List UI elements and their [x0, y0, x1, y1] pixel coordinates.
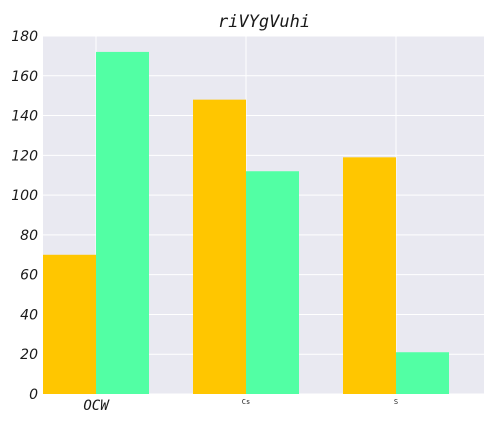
- y-tick-label: 120: [11, 148, 38, 164]
- bar-s-series-1: [343, 157, 396, 394]
- y-tick-label: 180: [11, 29, 38, 45]
- x-axis-ticks: OCW Cs S: [83, 398, 398, 414]
- x-tick-label-s: S: [394, 398, 398, 406]
- y-tick-label: 140: [11, 109, 38, 125]
- y-tick-label: 60: [20, 268, 38, 284]
- bar-cs-series-1: [193, 99, 246, 395]
- y-tick-label: 0: [29, 387, 38, 403]
- bar-s-series-2: [396, 352, 449, 394]
- bar-ocw-series-2: [96, 51, 149, 395]
- y-axis-ticks: 0 20 40 60 80 100 120 140 160 180: [11, 29, 38, 403]
- x-tick-label-cs: Cs: [242, 398, 250, 406]
- y-tick-label: 100: [11, 188, 38, 204]
- y-tick-label: 40: [20, 307, 38, 323]
- x-tick-label-ocw: OCW: [83, 398, 110, 414]
- y-tick-label: 20: [20, 347, 38, 363]
- chart-title: riVYgVuhi: [218, 12, 310, 32]
- bar-ocw-series-1: [43, 254, 96, 394]
- y-tick-label: 160: [11, 69, 38, 85]
- bar-cs-series-2: [246, 171, 299, 394]
- y-tick-label: 80: [20, 228, 38, 244]
- bars: [43, 51, 449, 395]
